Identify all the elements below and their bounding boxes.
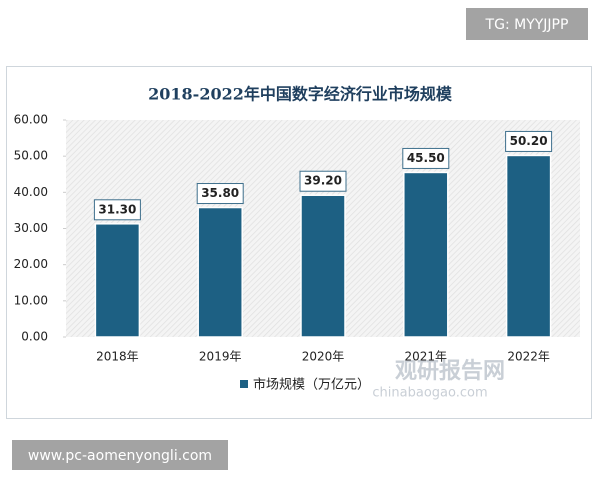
y-tick-label: 40.00 bbox=[14, 185, 48, 199]
value-label-box bbox=[196, 183, 244, 205]
legend-swatch bbox=[240, 380, 248, 388]
value-label-box bbox=[505, 130, 553, 152]
y-tick-label: 0.00 bbox=[21, 330, 48, 344]
value-label-box bbox=[402, 147, 450, 169]
y-tick-label: 20.00 bbox=[14, 257, 48, 271]
tag-box bbox=[466, 8, 588, 40]
x-tick-label: 2020年 bbox=[302, 350, 345, 364]
bar bbox=[403, 171, 449, 338]
bar bbox=[300, 194, 346, 338]
y-tick-label: 60.00 bbox=[14, 113, 48, 127]
value-label: 31.30 bbox=[98, 202, 136, 216]
x-tick-label: 2022年 bbox=[507, 350, 550, 364]
value-label: 39.20 bbox=[304, 174, 342, 188]
footer-link[interactable]: www.pc-aomenyongli.com bbox=[28, 448, 212, 464]
watermark-name: 观研报告网 bbox=[395, 359, 505, 384]
x-tick-label: 2019年 bbox=[199, 350, 242, 364]
value-label: 50.20 bbox=[510, 134, 548, 148]
value-label: 45.50 bbox=[407, 151, 445, 165]
footer-box bbox=[12, 440, 228, 470]
tag: TG: MYYJJPP bbox=[485, 17, 569, 33]
watermark-site: chinabaogao.com bbox=[372, 386, 487, 401]
value-label-box bbox=[299, 170, 347, 192]
value-label-box bbox=[93, 199, 141, 221]
x-tick-label: 2018年 bbox=[96, 350, 139, 364]
y-tick-label: 50.00 bbox=[14, 149, 48, 163]
bar bbox=[94, 223, 141, 338]
x-tick-label: 2021年 bbox=[405, 350, 448, 364]
legend-label: 市场规模（万亿元） bbox=[253, 377, 370, 393]
chart-title: 2018-2022年中国数字经济行业市场规模 bbox=[148, 85, 453, 104]
bar bbox=[505, 154, 552, 338]
y-tick-label: 10.00 bbox=[14, 293, 48, 307]
bar bbox=[197, 206, 243, 338]
value-label: 35.80 bbox=[201, 186, 239, 200]
y-tick-label: 30.00 bbox=[14, 221, 48, 235]
